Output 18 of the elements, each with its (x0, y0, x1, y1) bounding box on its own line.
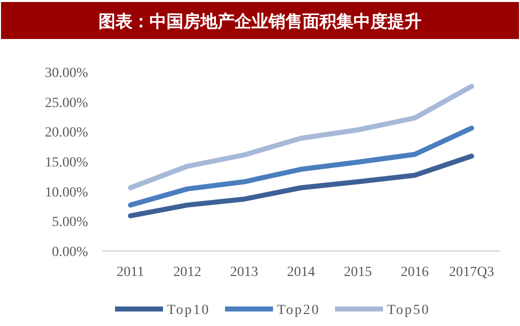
x-tick-label: 2014 (287, 265, 315, 280)
x-tick-label: 2013 (230, 265, 258, 280)
y-tick-label: 25.00% (44, 96, 88, 111)
legend-label: Top10 (167, 303, 210, 318)
x-tick-label: 2016 (400, 265, 429, 280)
y-tick-label: 15.00% (44, 156, 88, 170)
x-tick-label: 2011 (116, 265, 144, 280)
x-tick-label: 2017Q3 (449, 265, 494, 280)
y-tick-label: 30.00% (44, 66, 88, 81)
x-tick-label: 2012 (173, 265, 202, 280)
y-tick-label: 5.00% (52, 215, 88, 230)
legend-label: Top20 (277, 303, 320, 318)
chart-title: 图表：中国房地产企业销售面积集中度提升 (98, 12, 422, 32)
y-tick-label: 20.00% (44, 126, 88, 141)
x-tick-label: 2015 (344, 265, 372, 280)
legend-label: Top50 (387, 303, 430, 318)
y-tick-label: 0.00% (52, 245, 88, 260)
y-tick-label: 10.00% (44, 185, 88, 200)
